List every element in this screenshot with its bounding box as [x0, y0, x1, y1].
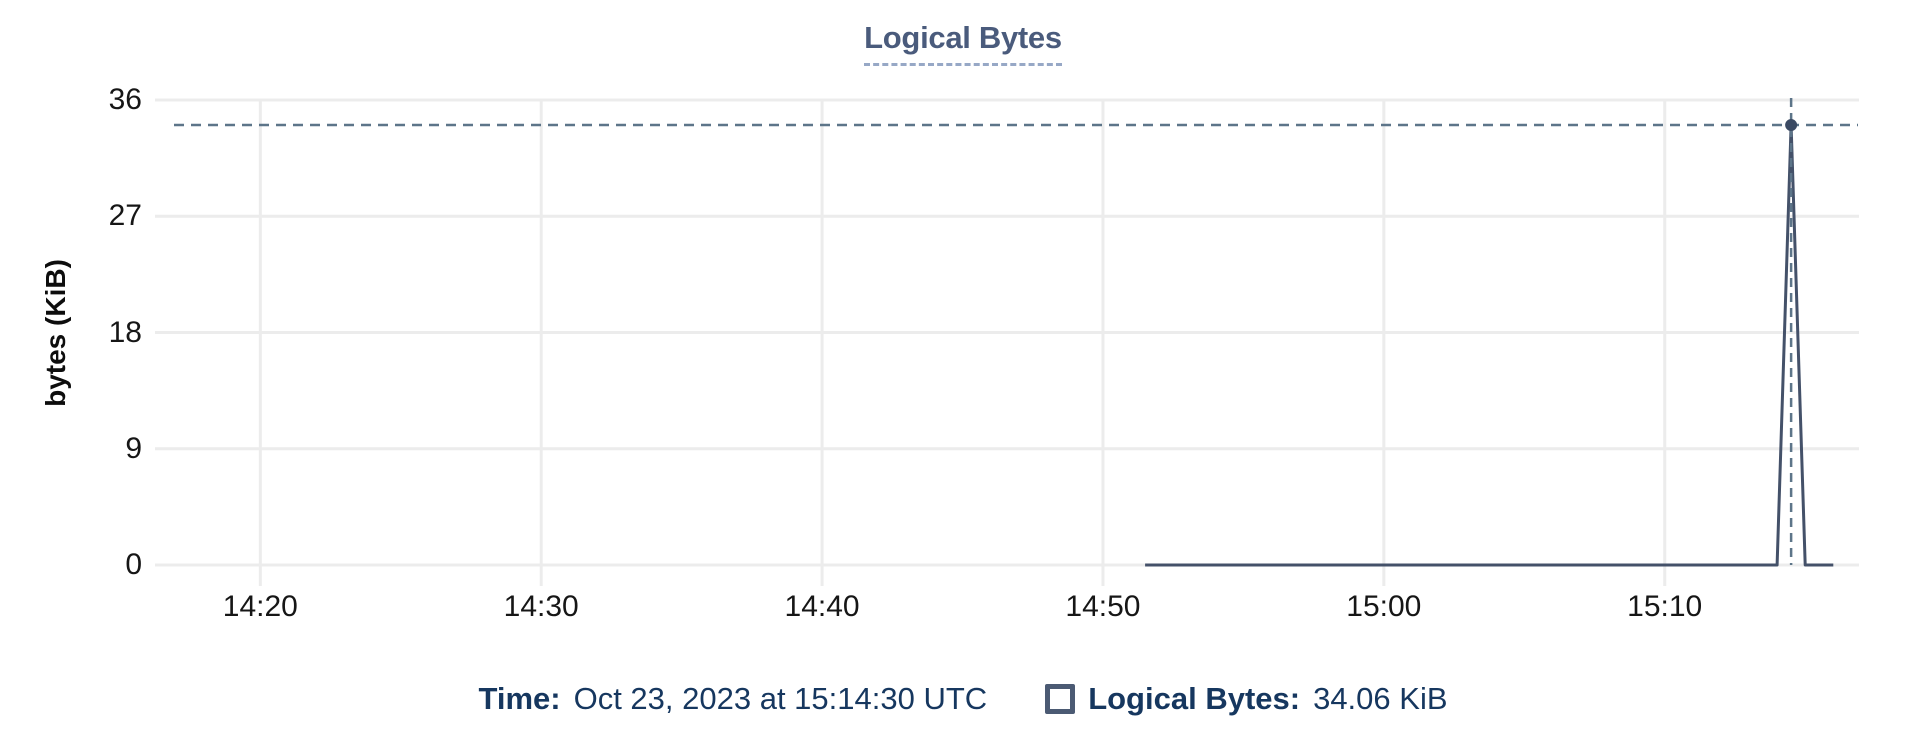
- x-tick-label: 15:00: [1346, 590, 1422, 623]
- y-tick-label: 27: [108, 199, 142, 233]
- y-tick-label: 9: [125, 431, 142, 465]
- x-tick-label: 14:50: [1065, 590, 1141, 623]
- tooltip-time-label: Time:: [478, 681, 561, 716]
- x-tick-label: 14:20: [222, 590, 298, 623]
- x-tick-label: 14:40: [784, 590, 860, 623]
- y-tick-label: 18: [108, 315, 142, 349]
- tooltip-series-label: Logical Bytes:: [1088, 681, 1301, 716]
- hover-tooltip-bar: Time: Oct 23, 2023 at 15:14:30 UTC Logic…: [0, 681, 1926, 717]
- tooltip-time-value: Oct 23, 2023 at 15:14:30 UTC: [573, 681, 988, 716]
- x-tick-label: 15:10: [1627, 590, 1703, 623]
- selected-data-point-marker[interactable]: [1785, 119, 1798, 132]
- chart-header: Logical Bytes: [0, 20, 1926, 66]
- y-tick-label: 0: [125, 548, 142, 581]
- x-tick-label: 14:30: [503, 590, 579, 623]
- chart-title-legend-toggle[interactable]: Logical Bytes: [864, 20, 1062, 66]
- series-line-logical-bytes[interactable]: [1145, 123, 1834, 567]
- y-tick-label: 36: [108, 83, 142, 116]
- tooltip-series-value: 34.06 KiB: [1313, 681, 1448, 716]
- legend-series-swatch: [1045, 684, 1076, 714]
